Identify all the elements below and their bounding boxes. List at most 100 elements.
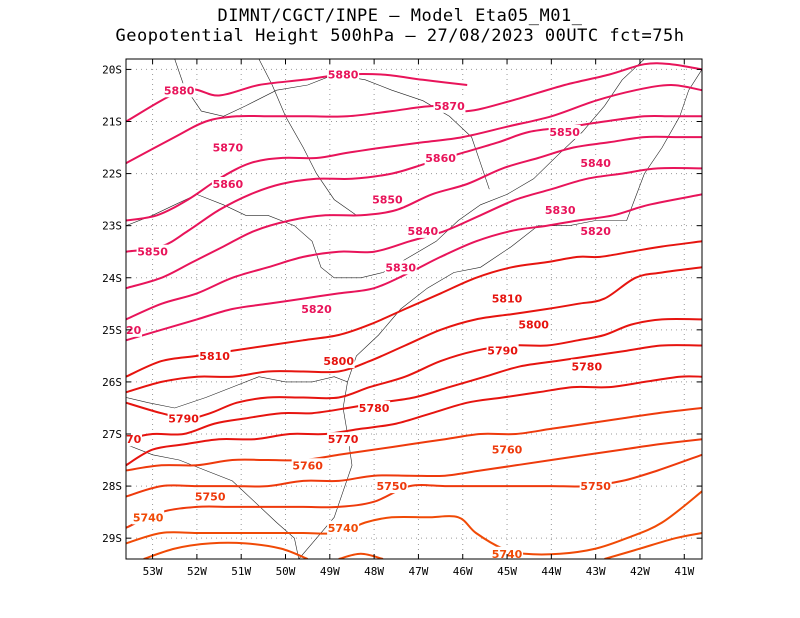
contour-label: 5750 — [377, 480, 408, 493]
height-contours — [126, 62, 702, 559]
contour-label: 5870 — [213, 142, 244, 155]
contour-label: 5810 — [199, 350, 230, 363]
contour-label-background — [486, 343, 519, 358]
contour-label-background — [327, 67, 360, 82]
contour-label: 5870 — [434, 100, 465, 113]
contour-label: 5750 — [195, 491, 226, 504]
contour-label: 5840 — [408, 225, 439, 238]
contour-5880 — [126, 73, 468, 123]
contour-label-background — [163, 83, 196, 98]
contour-label-background — [570, 359, 603, 374]
contour-label: 5750 — [580, 480, 611, 493]
contour-5870 — [126, 62, 702, 165]
contour-label: 5830 — [385, 261, 416, 274]
contour-label-background — [491, 546, 524, 559]
contour-label-background — [211, 177, 244, 191]
contour-label: 5740 — [328, 522, 359, 535]
contour-label-background — [322, 354, 355, 369]
contour-5770 — [126, 375, 702, 467]
contour-label: 5880 — [164, 84, 195, 97]
contour-label: 5770 — [111, 433, 142, 446]
contour-label: 5760 — [492, 444, 523, 457]
contour-label: 5830 — [545, 204, 576, 217]
contour-5780 — [126, 344, 702, 441]
lon-tick-label: 41W — [674, 565, 694, 578]
contour-label: 5740 — [492, 548, 523, 561]
contour-label-background — [327, 520, 360, 535]
contour-label: 5860 — [213, 178, 244, 191]
contour-label: 5840 — [580, 157, 611, 170]
lat-tick-label: 22S — [102, 168, 122, 181]
contour-label: 5820 — [580, 225, 611, 238]
contour-label: 5770 — [328, 433, 359, 446]
contour-label-background — [136, 244, 169, 259]
lat-tick-label: 20S — [102, 63, 122, 76]
contour-label-background — [579, 223, 612, 238]
map-title-line-2: Geopotential Height 500hPa – 27/08/2023 … — [115, 26, 685, 46]
contour-label: 5810 — [492, 293, 523, 306]
contour-label: 5860 — [425, 152, 456, 165]
lon-tick-label: 42W — [630, 565, 650, 578]
contour-label: 5800 — [518, 319, 549, 332]
contour-label-background — [371, 192, 404, 207]
contour-5830 — [126, 167, 702, 321]
contour-label-background — [300, 302, 333, 316]
lon-tick-label: 50W — [276, 565, 296, 578]
contour-label: 5850 — [137, 246, 168, 259]
contour-label-background — [167, 411, 200, 426]
contour-label: 5740 — [133, 511, 164, 524]
contour-label: 5850 — [549, 126, 580, 139]
contour-label-background — [406, 223, 439, 238]
contour-label-background — [517, 317, 550, 332]
lat-tick-label: 29S — [102, 532, 122, 545]
contour-label: 5880 — [328, 69, 359, 82]
lat-tick-label: 23S — [102, 220, 122, 233]
lon-tick-label: 44W — [541, 565, 561, 578]
lon-tick-label: 49W — [320, 565, 340, 578]
contour-5760 — [126, 407, 702, 472]
lon-tick-label: 48W — [364, 565, 384, 578]
contour-label-background — [433, 98, 466, 113]
contour-label-background — [579, 156, 612, 171]
contour-5750 — [126, 438, 702, 498]
contour-label: 5800 — [323, 355, 354, 368]
contour-label-background — [491, 291, 524, 306]
plot-frame — [125, 58, 703, 560]
lon-tick-label: 51W — [231, 565, 251, 578]
contour-5800 — [126, 266, 702, 394]
lon-tick-label: 45W — [497, 565, 517, 578]
lat-lon-grid — [126, 59, 702, 559]
lat-tick-label: 25S — [102, 324, 122, 337]
contour-label-background — [491, 442, 524, 457]
lat-tick-label: 28S — [102, 480, 122, 493]
contour-label: 5820 — [111, 324, 142, 337]
contour-label-background — [358, 400, 391, 415]
contour-5860 — [126, 84, 702, 222]
lat-tick-label: 26S — [102, 376, 122, 389]
contour-5740 — [604, 532, 702, 559]
lon-tick-label: 53W — [143, 565, 163, 578]
lat-tick-label: 21S — [102, 116, 122, 129]
contour-label: 5760 — [292, 459, 323, 472]
contour-label-background — [126, 322, 142, 337]
contour-label-background — [132, 510, 165, 525]
map-title-line-1: DIMNT/CGCT/INPE – Model Eta05_M01_ — [217, 6, 583, 26]
contour-label-background — [544, 203, 577, 218]
contour-5740 — [338, 552, 384, 559]
coastline — [258, 59, 357, 216]
coastlines-and-borders — [126, 59, 702, 559]
lat-tick-label: 27S — [102, 428, 122, 441]
contour-label: 5850 — [372, 194, 403, 207]
lon-tick-label: 46W — [453, 565, 473, 578]
contour-5790 — [126, 318, 702, 420]
contour-label-background — [375, 479, 408, 494]
contour-label-background — [194, 489, 227, 504]
contour-label-background — [291, 458, 324, 473]
contour-label-background — [424, 150, 457, 165]
lon-tick-label: 43W — [586, 565, 606, 578]
contour-label-background — [327, 432, 360, 447]
contour-5740 — [143, 541, 309, 559]
contour-label-background — [198, 348, 231, 363]
lon-tick-label: 52W — [187, 565, 207, 578]
